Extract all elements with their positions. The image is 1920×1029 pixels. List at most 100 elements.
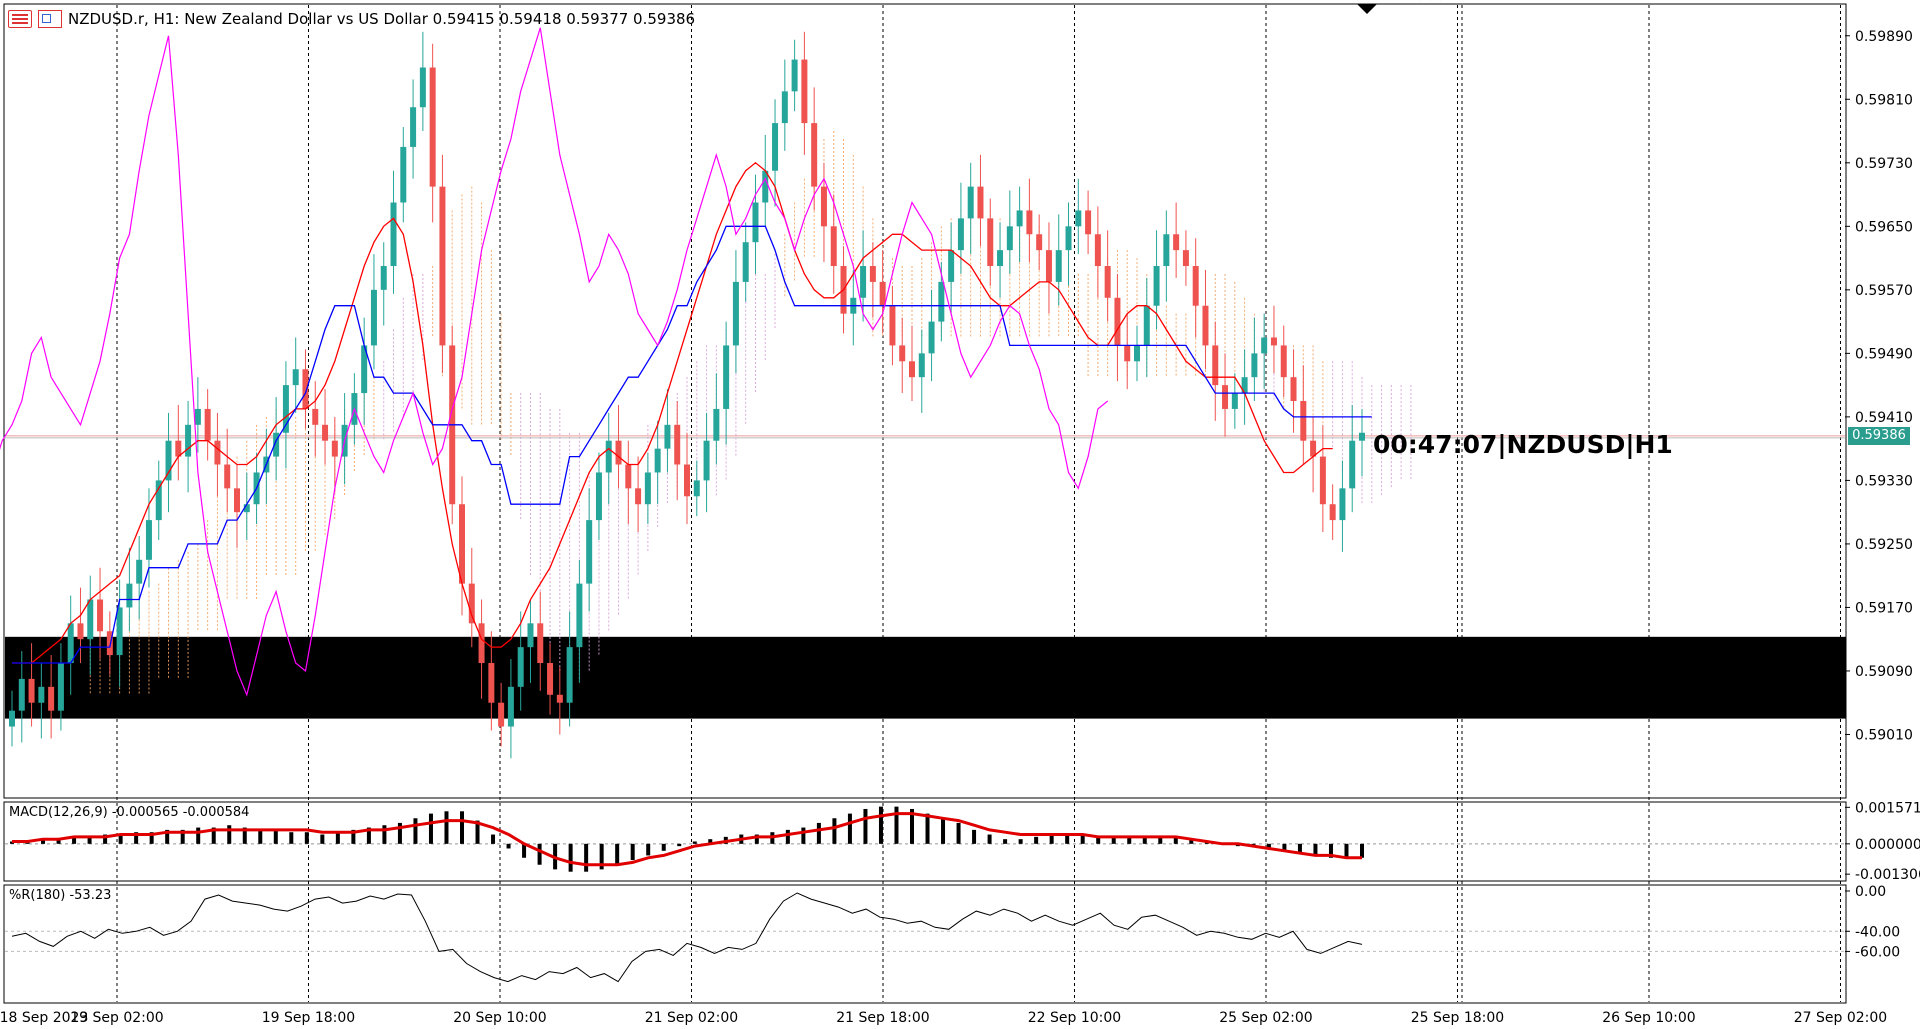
candle-body xyxy=(302,369,309,409)
candle-body xyxy=(732,281,739,346)
candle-body xyxy=(331,440,338,457)
candle-body xyxy=(322,424,329,441)
candle-body xyxy=(312,408,319,425)
candle-body xyxy=(18,678,25,711)
chart-window-icon[interactable] xyxy=(38,10,62,28)
macd-axis-label: -0.001306 xyxy=(1855,867,1920,883)
macd-histogram-bar xyxy=(832,818,837,844)
macd-histogram-bar xyxy=(816,822,821,844)
macd-histogram-bar xyxy=(878,806,883,844)
candle-body xyxy=(214,440,221,465)
candle-body xyxy=(1182,250,1189,267)
candle-body xyxy=(488,663,495,703)
time-axis-label: 26 Sep 10:00 xyxy=(1602,1010,1695,1026)
price-axis-label: 0.59650 xyxy=(1855,219,1913,235)
macd-histogram-bar xyxy=(801,827,806,844)
time-axis-label: 27 Sep 02:00 xyxy=(1794,1010,1887,1026)
macd-histogram-bar xyxy=(661,843,666,851)
macd-histogram-bar xyxy=(1111,836,1116,844)
candle-body xyxy=(67,623,74,664)
candle-body xyxy=(957,218,964,251)
macd-histogram-bar xyxy=(72,836,77,844)
candle-body xyxy=(429,67,436,187)
candle-body xyxy=(899,345,906,362)
candle-body xyxy=(419,67,426,108)
macd-histogram-bar xyxy=(754,834,759,844)
symbol-info-text: NZDUSD.r, H1: New Zealand Dollar vs US D… xyxy=(68,10,696,28)
chart-shift-triangle-icon[interactable] xyxy=(1357,4,1377,14)
time-axis-label: 18 Sep 2023 xyxy=(0,1010,88,1026)
candle-body xyxy=(410,107,417,147)
macd-histogram-bar xyxy=(428,813,433,844)
chikou-span-line xyxy=(0,27,1109,697)
candle-body xyxy=(635,488,642,505)
time-axis-label: 19 Sep 18:00 xyxy=(262,1010,355,1026)
macd-histogram-bar xyxy=(894,806,899,844)
macd-histogram-bar xyxy=(1266,843,1271,849)
macd-histogram-bar xyxy=(1142,836,1147,844)
wpr-axis-label: 0.00 xyxy=(1855,884,1886,900)
time-axis-label: 19 Sep 02:00 xyxy=(70,1010,163,1026)
macd-histogram-bar xyxy=(320,834,325,844)
candle-body xyxy=(234,488,240,513)
support-zone xyxy=(5,636,1846,719)
macd-histogram-bar xyxy=(863,808,868,844)
candle-body xyxy=(507,686,514,727)
candle-body xyxy=(1055,250,1062,282)
bar-countdown-timer: 00:47:07|NZDUSD|H1 xyxy=(1373,430,1673,459)
macd-pane-frame xyxy=(3,801,1847,882)
candle-body xyxy=(1192,266,1199,306)
candle-body xyxy=(909,361,915,378)
candle-body xyxy=(1202,305,1209,346)
macd-histogram-bar xyxy=(56,839,61,844)
candle-body xyxy=(459,504,465,584)
candle-body xyxy=(1124,345,1131,362)
candle-body xyxy=(537,623,544,664)
candle-body xyxy=(194,408,201,425)
candle-body xyxy=(997,250,1004,267)
macd-histogram-bar xyxy=(180,829,185,844)
macd-histogram-bar xyxy=(134,832,139,844)
macd-histogram-bar xyxy=(1065,834,1070,844)
macd-histogram-bar xyxy=(351,829,356,844)
candle-body xyxy=(1134,345,1140,362)
candle-body xyxy=(869,266,876,282)
time-axis-label: 22 Sep 10:00 xyxy=(1028,1010,1121,1026)
candle-body xyxy=(155,480,162,521)
macd-histogram-bar xyxy=(273,829,278,844)
macd-histogram-bar xyxy=(1297,843,1302,854)
candle-body xyxy=(1036,234,1043,251)
candle-body xyxy=(1173,234,1180,251)
macd-histogram-bar xyxy=(242,827,247,844)
candle-body xyxy=(566,647,573,703)
candle-body xyxy=(1222,385,1229,409)
candle-body xyxy=(77,623,84,640)
chart-header: NZDUSD.r, H1: New Zealand Dollar vs US D… xyxy=(8,10,695,28)
macd-histogram-bar xyxy=(941,818,946,844)
candle-body xyxy=(1270,337,1277,346)
price-axis-label: 0.59570 xyxy=(1855,283,1913,299)
candle-body xyxy=(87,599,94,640)
candle-body xyxy=(1251,353,1258,378)
macd-histogram-bar xyxy=(413,818,418,844)
macd-histogram-bar xyxy=(289,832,294,844)
macd-histogram-bar xyxy=(460,811,464,844)
price-axis-label: 0.59890 xyxy=(1855,29,1913,45)
candle-body xyxy=(830,226,837,267)
candle-body xyxy=(1300,401,1307,441)
macd-histogram-bar xyxy=(1189,839,1194,844)
candle-body xyxy=(879,281,886,306)
chart-menu-icon[interactable] xyxy=(8,10,32,28)
price-axis-label: 0.59170 xyxy=(1855,600,1913,616)
candle-body xyxy=(527,623,534,648)
macd-signal-line xyxy=(12,812,1362,867)
macd-histogram-bar xyxy=(444,811,449,844)
main-pane-frame xyxy=(3,3,1847,799)
candle-body xyxy=(1310,440,1317,457)
macd-histogram-bar xyxy=(335,832,340,844)
candle-body xyxy=(1290,377,1297,401)
macd-histogram-bar xyxy=(1080,834,1085,844)
candle-body xyxy=(938,281,945,322)
